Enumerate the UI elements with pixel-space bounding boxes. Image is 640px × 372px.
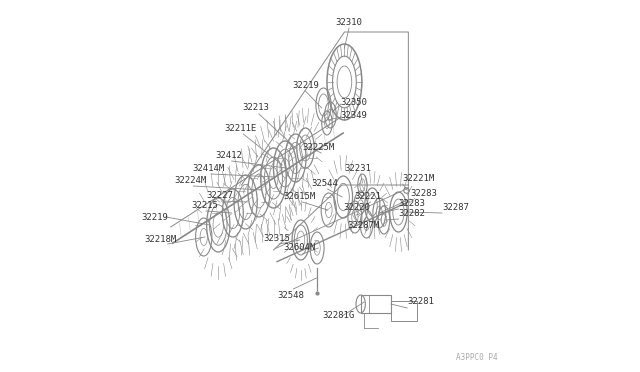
Text: 32227: 32227 <box>207 190 234 199</box>
Text: 32287M: 32287M <box>348 221 380 230</box>
Text: 32414M: 32414M <box>192 164 225 173</box>
Text: 32219: 32219 <box>292 80 319 90</box>
Text: 32220: 32220 <box>343 203 370 212</box>
Text: 32548: 32548 <box>278 291 305 299</box>
Text: A3PPC0 P4: A3PPC0 P4 <box>456 353 498 362</box>
Text: 32281: 32281 <box>407 298 434 307</box>
Text: 32215: 32215 <box>191 201 218 209</box>
Text: 32310: 32310 <box>335 17 362 26</box>
Text: 32283: 32283 <box>399 199 426 208</box>
Bar <box>361 295 391 313</box>
Text: 32282: 32282 <box>399 208 426 218</box>
Text: 32221M: 32221M <box>403 173 435 183</box>
Text: 32221: 32221 <box>354 192 381 201</box>
Text: 32350: 32350 <box>340 97 367 106</box>
Text: 32225M: 32225M <box>302 142 334 151</box>
Text: 32604N: 32604N <box>284 244 316 253</box>
Text: 32283: 32283 <box>410 189 437 198</box>
Text: 32211E: 32211E <box>224 124 257 132</box>
Text: 32224M: 32224M <box>174 176 207 185</box>
Text: 32231: 32231 <box>344 164 371 173</box>
Text: 32544: 32544 <box>311 179 338 187</box>
Text: 32615M: 32615M <box>284 192 316 201</box>
Text: 32281G: 32281G <box>323 311 355 321</box>
Text: 32219: 32219 <box>141 212 168 221</box>
Text: 32315: 32315 <box>263 234 290 243</box>
Text: 32349: 32349 <box>340 110 367 119</box>
Text: 32218M: 32218M <box>144 235 176 244</box>
Bar <box>391 301 417 321</box>
Text: 32287: 32287 <box>442 202 469 212</box>
Text: 32412: 32412 <box>215 151 242 160</box>
Text: 32213: 32213 <box>243 103 269 112</box>
